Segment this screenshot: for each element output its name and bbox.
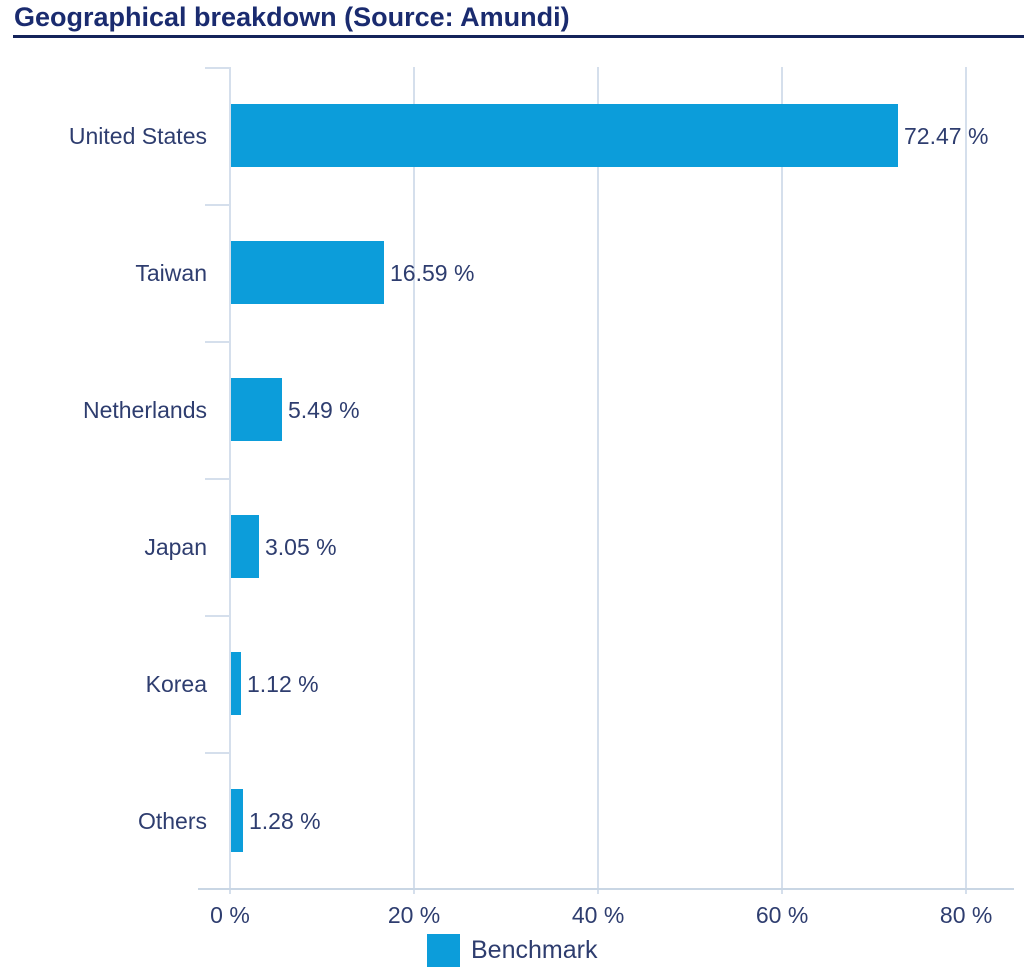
category-label-korea: Korea [145, 671, 207, 697]
x-tick-label: 20 % [387, 902, 441, 928]
value-label-japan: 3.05 % [265, 534, 337, 560]
category-label-others: Others [137, 808, 207, 834]
x-tick-label: 60 % [755, 902, 809, 928]
gridline-20% [413, 67, 416, 889]
category-label-japan: Japan [144, 534, 207, 560]
value-label-others: 1.28 % [249, 808, 321, 834]
y-axis-tick [205, 204, 230, 206]
legend-swatch-benchmark [427, 934, 460, 967]
x-axis-tick [229, 889, 231, 894]
page-title: Geographical breakdown (Source: Amundi) [14, 2, 570, 32]
bar-others [231, 789, 243, 852]
title-rule [13, 35, 1024, 38]
gridline-0% [229, 67, 231, 889]
y-axis-tick [205, 752, 230, 754]
value-label-netherlands: 5.49 % [288, 397, 360, 423]
category-label-netherlands: Netherlands [82, 397, 207, 423]
x-axis-tick [597, 889, 600, 894]
category-label-united-states: United States [68, 123, 207, 149]
x-axis-tick [413, 889, 416, 894]
y-axis-tick [205, 615, 230, 617]
bar-japan [231, 515, 259, 578]
gridline-60% [781, 67, 784, 889]
y-axis-tick [205, 478, 230, 480]
legend-label-benchmark: Benchmark [471, 936, 598, 964]
y-axis-tick [205, 341, 230, 343]
x-tick-label: 40 % [571, 902, 625, 928]
x-axis-tick [781, 889, 784, 894]
legend: Benchmark [427, 934, 597, 967]
y-axis-tick [205, 67, 230, 69]
bar-united-states [231, 104, 898, 167]
bar-netherlands [231, 378, 282, 441]
x-axis-tick [965, 889, 968, 894]
gridline-40% [597, 67, 600, 889]
value-label-taiwan: 16.59 % [390, 260, 475, 286]
value-label-united-states: 72.47 % [904, 123, 989, 149]
bar-taiwan [231, 241, 384, 304]
x-axis-line [198, 888, 1014, 890]
bar-korea [231, 652, 241, 715]
value-label-korea: 1.12 % [247, 671, 319, 697]
x-tick-label: 0 % [210, 902, 250, 928]
x-tick-label: 80 % [939, 902, 993, 928]
category-label-taiwan: Taiwan [135, 260, 207, 286]
gridline-80% [965, 67, 968, 889]
